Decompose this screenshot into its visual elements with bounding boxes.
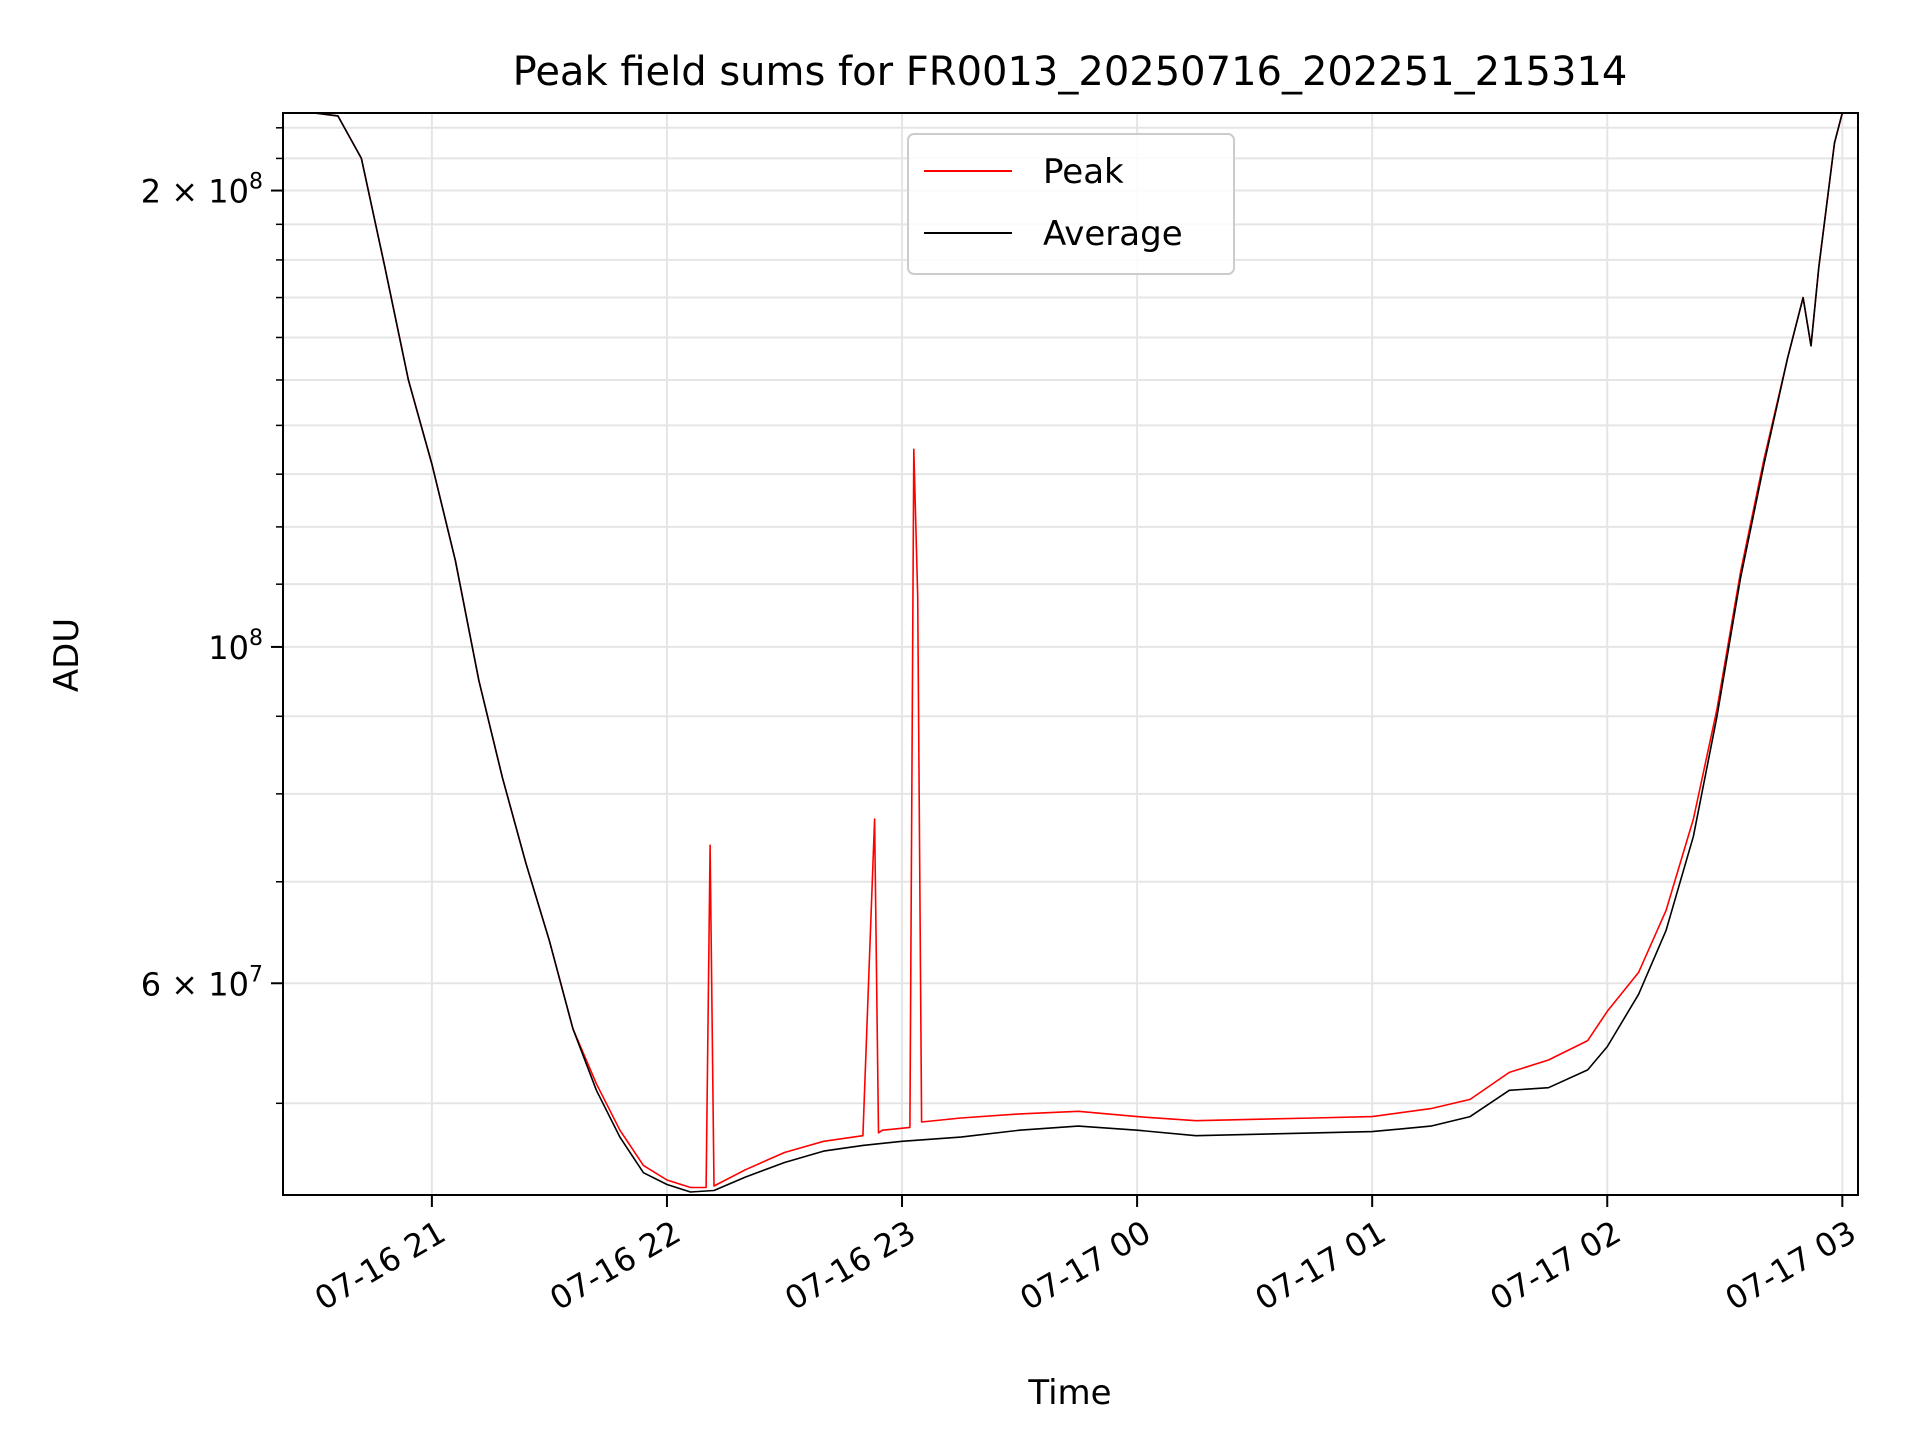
y-tick-label: 2 × 108	[141, 170, 263, 211]
x-axis-label: Time	[1027, 1373, 1111, 1413]
legend: Peak Average	[907, 133, 1235, 275]
chart-title: Peak field sums for FR0013_20250716_2022…	[513, 49, 1628, 95]
legend-box	[907, 133, 1235, 275]
grid	[283, 113, 1858, 1195]
legend-label-average: Average	[1043, 214, 1183, 254]
series-lines	[283, 112, 1858, 1193]
y-axis: 2 × 108 108 6 × 107	[141, 127, 283, 1105]
legend-label-peak: Peak	[1043, 152, 1124, 192]
plot-frame	[282, 112, 1859, 1196]
y-axis-label: ADU	[47, 618, 87, 692]
y-tick-label: 6 × 107	[141, 962, 263, 1003]
y-tick-label: 108	[208, 626, 263, 667]
series-line-average	[283, 112, 1858, 1193]
